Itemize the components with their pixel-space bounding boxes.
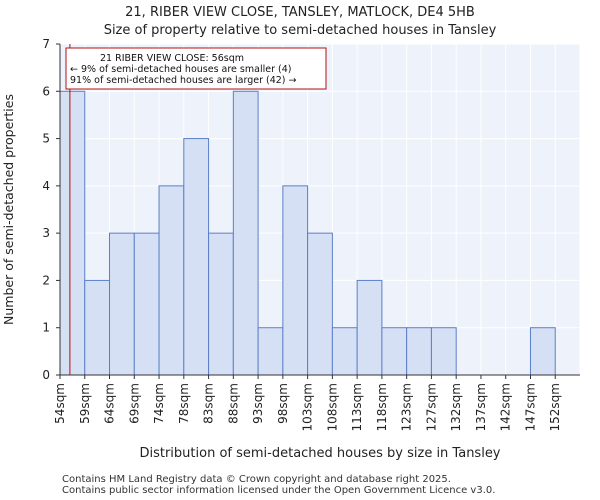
x-tick-label: 123sqm — [400, 383, 414, 431]
footer-copyright: Contains HM Land Registry data © Crown c… — [62, 474, 451, 485]
x-tick-label: 108sqm — [325, 383, 339, 431]
x-tick-label: 78sqm — [177, 383, 191, 424]
x-tick-label: 118sqm — [375, 383, 389, 431]
x-tick-label: 88sqm — [226, 383, 240, 424]
y-tick-label: 0 — [42, 368, 50, 382]
y-axis-label: Number of semi-detached properties — [1, 94, 16, 325]
y-tick-label: 1 — [42, 321, 50, 335]
annotation-title: 21 RIBER VIEW CLOSE: 56sqm — [100, 53, 244, 64]
x-tick-label: 152sqm — [548, 383, 562, 431]
x-tick-label: 59sqm — [78, 383, 92, 424]
x-tick-label: 142sqm — [499, 383, 513, 431]
x-tick-label: 103sqm — [301, 383, 315, 431]
annotation-smaller: ← 9% of semi-detached houses are smaller… — [70, 64, 291, 75]
bar — [133, 232, 160, 376]
x-axis-label: Distribution of semi-detached houses by … — [139, 446, 500, 461]
bar — [257, 327, 284, 376]
bar — [208, 232, 234, 376]
x-tick-label: 54sqm — [53, 383, 67, 424]
x-tick-label: 93sqm — [251, 383, 265, 424]
bar — [232, 90, 259, 376]
bar — [84, 279, 111, 376]
y-tick-label: 6 — [42, 84, 50, 98]
x-tick-label: 127sqm — [424, 383, 438, 431]
x-tick-label: 83sqm — [202, 383, 216, 424]
x-tick-label: 74sqm — [152, 383, 166, 424]
bar — [430, 327, 457, 376]
x-tick-label: 137sqm — [474, 383, 488, 431]
y-tick-label: 5 — [42, 132, 50, 146]
y-tick-label: 4 — [42, 179, 50, 193]
bar — [59, 90, 86, 376]
bar — [331, 327, 358, 376]
y-tick-label: 2 — [42, 273, 50, 287]
bar — [282, 185, 309, 376]
bar — [356, 279, 383, 376]
y-tick-label: 3 — [42, 226, 50, 240]
x-tick-label: 64sqm — [103, 383, 117, 424]
annotation-larger: 91% of semi-detached houses are larger (… — [70, 75, 297, 86]
bar — [158, 185, 185, 376]
chart-title: 21, RIBER VIEW CLOSE, TANSLEY, MATLOCK, … — [125, 5, 475, 20]
footer-licence: Contains public sector information licen… — [62, 485, 496, 496]
chart-subtitle: Size of property relative to semi-detach… — [103, 23, 497, 38]
bar — [183, 138, 210, 376]
x-tick-label: 98sqm — [276, 383, 290, 424]
annotation-box — [65, 47, 327, 90]
bar — [109, 232, 135, 376]
x-tick-label: 113sqm — [350, 383, 364, 431]
x-tick-label: 132sqm — [449, 383, 463, 431]
x-tick-label: 147sqm — [523, 383, 537, 431]
x-tick-label: 69sqm — [127, 383, 141, 424]
bar — [406, 327, 432, 376]
bar — [307, 232, 333, 376]
y-tick-label: 7 — [42, 37, 50, 51]
bar — [381, 327, 408, 376]
bar — [529, 327, 556, 376]
